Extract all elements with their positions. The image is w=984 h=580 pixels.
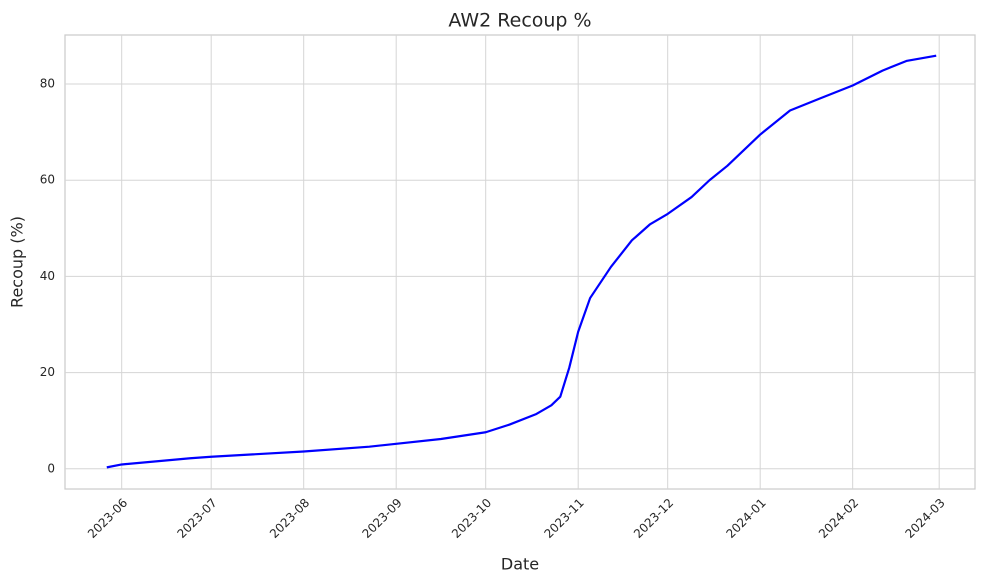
x-tick-label: 2024-01 [723,496,768,541]
x-tick-label: 2023-12 [631,496,676,541]
y-tick-label: 60 [40,173,55,187]
x-tick-label: 2024-02 [816,496,861,541]
data-line [106,54,937,469]
y-tick-label: 20 [40,365,55,379]
chart-title: AW2 Recoup % [448,10,591,32]
x-tick-label: 2023-06 [85,496,130,541]
x-axis-label: Date [501,555,539,574]
y-tick-label: 40 [40,269,55,283]
y-tick-label: 80 [40,77,55,91]
x-tick-label: 2023-10 [449,496,494,541]
x-tick-label: 2023-11 [541,496,586,541]
x-tick-label: 2023-07 [174,496,219,541]
y-axis-label: Recoup (%) [8,216,27,308]
y-tick-label: 0 [47,461,55,475]
x-tick-label: 2024-03 [902,496,947,541]
x-tick-label: 2023-09 [359,496,404,541]
x-tick-label: 2023-08 [267,496,312,541]
plot-area [64,34,976,490]
